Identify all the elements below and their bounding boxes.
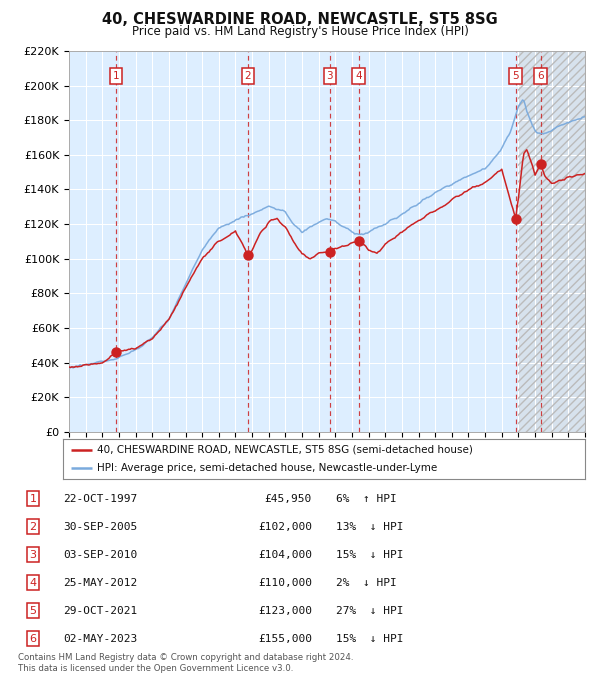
Text: 1: 1 [112, 71, 119, 81]
Text: HPI: Average price, semi-detached house, Newcastle-under-Lyme: HPI: Average price, semi-detached house,… [97, 463, 437, 473]
Text: 5: 5 [29, 606, 37, 616]
Text: 1: 1 [29, 494, 37, 504]
Text: Contains HM Land Registry data © Crown copyright and database right 2024.: Contains HM Land Registry data © Crown c… [18, 653, 353, 662]
Bar [518, 51, 585, 432]
Text: 03-SEP-2010: 03-SEP-2010 [63, 550, 137, 560]
Text: 2: 2 [29, 522, 37, 532]
Text: 27%  ↓ HPI: 27% ↓ HPI [336, 606, 404, 616]
Text: 2: 2 [245, 71, 251, 81]
Text: 6: 6 [537, 71, 544, 81]
Text: £155,000: £155,000 [258, 634, 312, 644]
Text: 13%  ↓ HPI: 13% ↓ HPI [336, 522, 404, 532]
Text: 4: 4 [355, 71, 362, 81]
Text: 29-OCT-2021: 29-OCT-2021 [63, 606, 137, 616]
Text: 2%  ↓ HPI: 2% ↓ HPI [336, 578, 397, 588]
Text: 3: 3 [326, 71, 333, 81]
Text: £102,000: £102,000 [258, 522, 312, 532]
Text: 4: 4 [29, 578, 37, 588]
Text: 15%  ↓ HPI: 15% ↓ HPI [336, 634, 404, 644]
Text: £110,000: £110,000 [258, 578, 312, 588]
Text: £123,000: £123,000 [258, 606, 312, 616]
Text: 25-MAY-2012: 25-MAY-2012 [63, 578, 137, 588]
Text: 5: 5 [512, 71, 519, 81]
Text: 02-MAY-2023: 02-MAY-2023 [63, 634, 137, 644]
Text: 40, CHESWARDINE ROAD, NEWCASTLE, ST5 8SG (semi-detached house): 40, CHESWARDINE ROAD, NEWCASTLE, ST5 8SG… [97, 445, 473, 455]
Text: 40, CHESWARDINE ROAD, NEWCASTLE, ST5 8SG: 40, CHESWARDINE ROAD, NEWCASTLE, ST5 8SG [102, 12, 498, 27]
Text: 6: 6 [29, 634, 37, 644]
Bar [518, 51, 585, 432]
Text: £104,000: £104,000 [258, 550, 312, 560]
Text: 3: 3 [29, 550, 37, 560]
Text: 30-SEP-2005: 30-SEP-2005 [63, 522, 137, 532]
Text: £45,950: £45,950 [265, 494, 312, 504]
Text: 15%  ↓ HPI: 15% ↓ HPI [336, 550, 404, 560]
Text: 6%  ↑ HPI: 6% ↑ HPI [336, 494, 397, 504]
Text: Price paid vs. HM Land Registry's House Price Index (HPI): Price paid vs. HM Land Registry's House … [131, 25, 469, 38]
Text: 22-OCT-1997: 22-OCT-1997 [63, 494, 137, 504]
Text: This data is licensed under the Open Government Licence v3.0.: This data is licensed under the Open Gov… [18, 664, 293, 673]
